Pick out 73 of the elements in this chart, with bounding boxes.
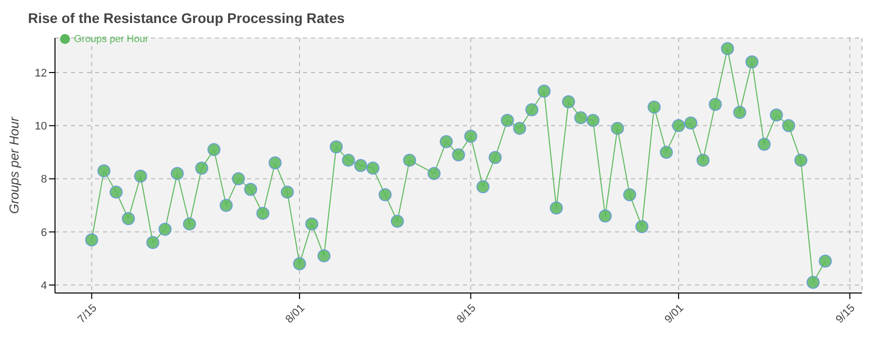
point <box>122 212 135 226</box>
x-tick-label: 9/01 <box>662 302 686 326</box>
point <box>452 148 465 162</box>
point <box>110 186 123 199</box>
point <box>305 217 318 230</box>
point <box>170 166 184 180</box>
point <box>342 154 355 167</box>
point <box>782 119 796 132</box>
point <box>256 206 270 220</box>
point <box>562 95 576 108</box>
point <box>635 220 648 234</box>
x-tick-label: 7/15 <box>76 302 100 326</box>
y-axis-title: Groups per Hour <box>6 116 22 214</box>
point <box>648 100 661 114</box>
y-tick-label: 4 <box>40 280 47 292</box>
point <box>488 151 502 164</box>
point <box>207 143 220 156</box>
point <box>538 84 551 98</box>
point <box>574 111 588 124</box>
point <box>758 138 771 151</box>
point <box>220 198 233 212</box>
point <box>500 114 514 127</box>
point <box>183 217 196 230</box>
x-tick-label: 8/01 <box>284 302 308 326</box>
point <box>403 154 416 167</box>
point <box>818 254 832 268</box>
point <box>610 122 624 135</box>
point <box>134 170 148 183</box>
point <box>672 119 686 132</box>
point <box>97 164 110 178</box>
point <box>770 108 783 122</box>
point <box>390 214 404 228</box>
point <box>85 233 98 246</box>
point <box>366 162 380 175</box>
point <box>158 222 172 236</box>
point <box>378 188 392 202</box>
x-tick-label: 8/15 <box>454 302 478 326</box>
y-tick-label: 8 <box>40 174 47 186</box>
y-tick-label: 10 <box>34 120 47 133</box>
point <box>550 202 563 214</box>
point <box>525 103 538 116</box>
point <box>330 140 343 154</box>
legend-label: Groups per Hour <box>74 34 148 45</box>
point <box>476 180 490 194</box>
point <box>598 209 612 222</box>
point <box>513 122 526 135</box>
point <box>708 98 722 111</box>
point <box>428 166 441 180</box>
point <box>733 106 746 119</box>
point <box>745 55 758 68</box>
point <box>721 42 734 56</box>
point <box>464 130 478 143</box>
point <box>806 276 820 289</box>
x-tick-label: 9/15 <box>834 302 858 326</box>
y-tick-label: 12 <box>34 67 47 80</box>
point <box>232 172 245 186</box>
point <box>244 182 258 196</box>
point <box>440 135 453 148</box>
chart-title: Rise of the Resistance Group Processing Rates <box>27 9 346 28</box>
point <box>684 116 698 130</box>
point <box>794 154 808 167</box>
point <box>293 257 306 270</box>
point <box>696 154 710 167</box>
point <box>195 162 208 175</box>
y-tick-label: 6 <box>40 226 47 239</box>
point <box>268 156 282 170</box>
point <box>318 249 330 262</box>
point <box>146 236 160 250</box>
point <box>660 146 673 159</box>
point <box>280 186 294 199</box>
point <box>586 114 600 127</box>
point <box>623 188 636 202</box>
point <box>354 159 368 172</box>
